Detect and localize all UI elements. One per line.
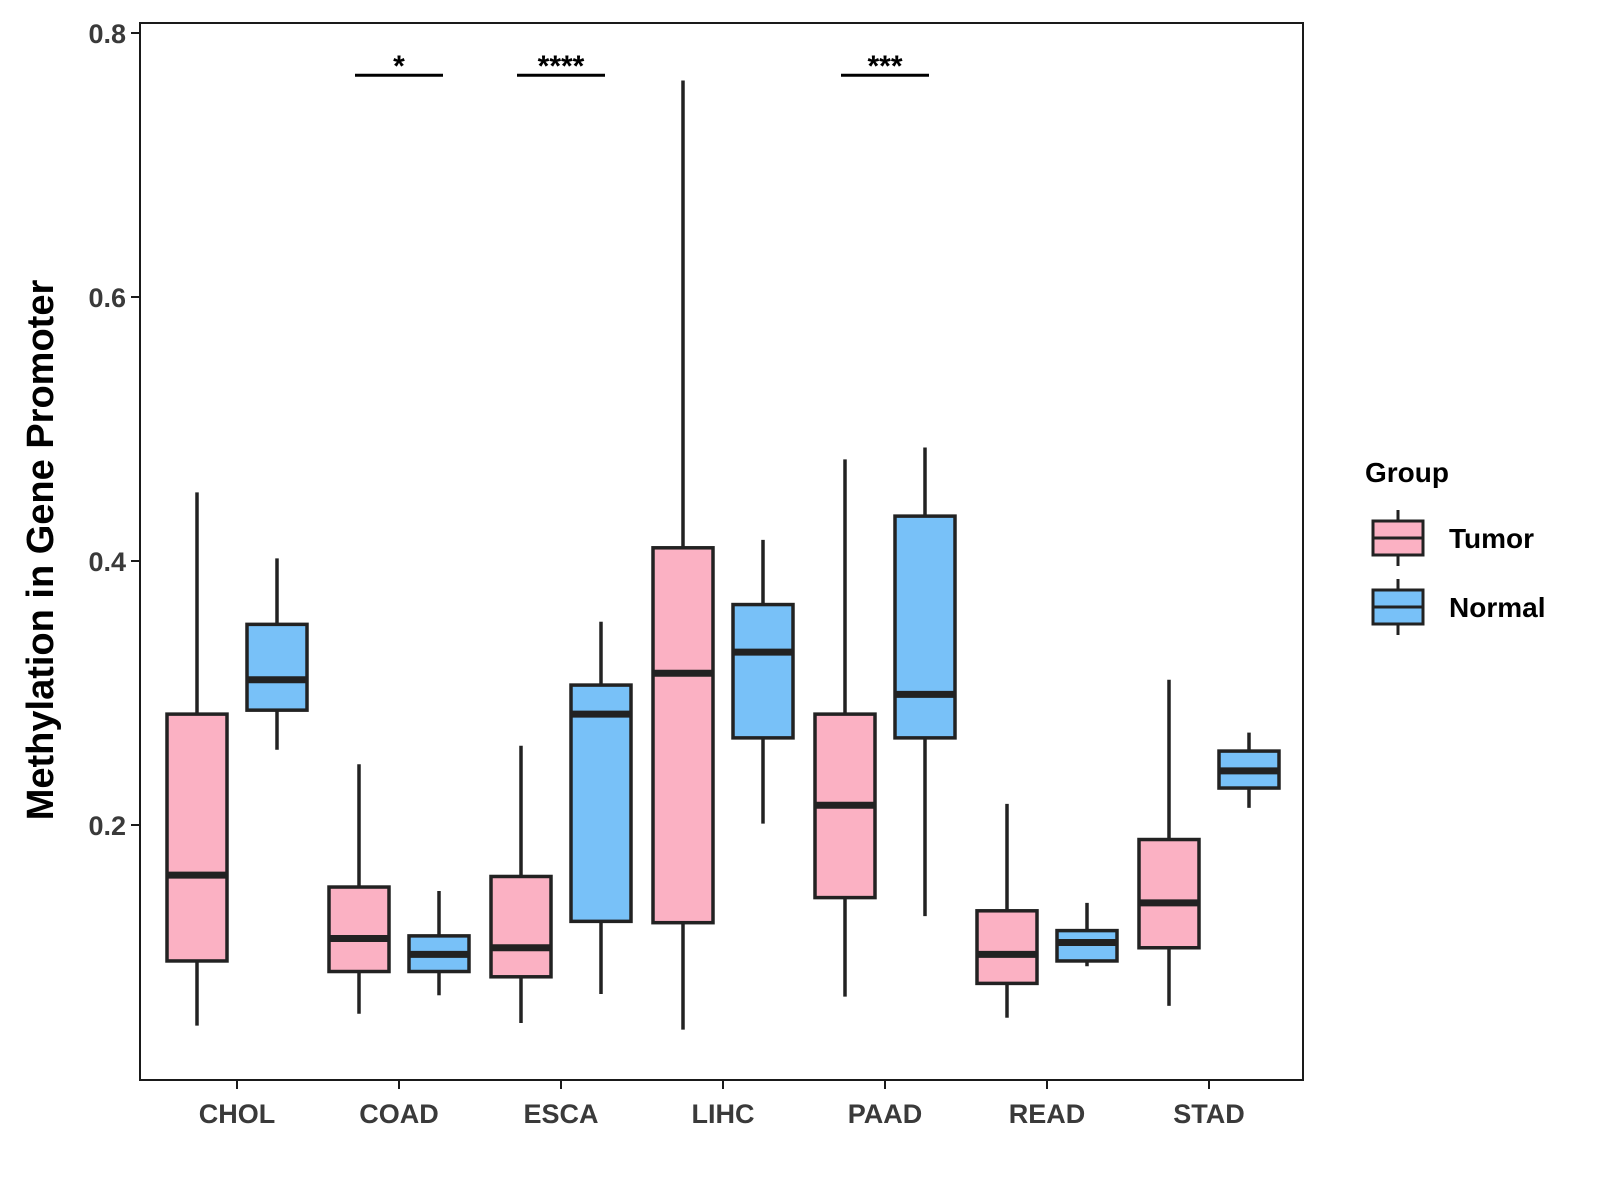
box-body: [165, 712, 229, 963]
y-tick-label: 0.6: [88, 283, 126, 313]
box-body: [651, 546, 715, 925]
box-tumor-chol: [165, 492, 229, 1026]
box-body: [975, 909, 1039, 986]
box-normal-lihc: [731, 539, 795, 824]
x-tick-label: LIHC: [692, 1099, 755, 1129]
box-tumor-coad: [327, 764, 391, 1014]
x-axis: CHOL COAD ESCA LIHC PAAD READ STAD: [199, 1080, 1245, 1129]
box-tumor-paad: [813, 459, 877, 997]
y-tick-label: 0.2: [88, 811, 126, 841]
legend-label: Tumor: [1449, 523, 1534, 554]
box-body: [893, 514, 957, 740]
box-body: [731, 602, 795, 740]
boxes-layer: [165, 80, 1281, 1030]
series-normal: [245, 447, 1281, 996]
box-body: [1137, 837, 1201, 950]
legend: Group Tumor Normal: [1365, 457, 1545, 635]
box-normal-read: [1055, 902, 1119, 967]
x-tick-label: PAAD: [848, 1099, 923, 1129]
y-axis: 0.2 0.4 0.6 0.8: [88, 19, 140, 841]
plot-panel-border: [139, 22, 1304, 1081]
significance-annotations: * **** ***: [355, 50, 929, 83]
legend-label: Normal: [1449, 592, 1545, 623]
box-body: [245, 622, 309, 712]
box-tumor-stad: [1137, 679, 1201, 1006]
x-tick-label: ESCA: [523, 1099, 598, 1129]
box-body: [489, 874, 553, 979]
legend-entry-normal: Normal: [1371, 579, 1545, 635]
series-tumor: [165, 80, 1201, 1030]
box-normal-coad: [407, 891, 471, 996]
x-tick-label: READ: [1009, 1099, 1086, 1129]
significance-coad: *: [355, 50, 443, 83]
x-tick-label: COAD: [359, 1099, 439, 1129]
axes: 0.2 0.4 0.6 0.8 CHOL COAD ESCA LIHC PAAD READ STAD: [88, 19, 1244, 1129]
y-tick-label: 0.8: [88, 19, 126, 49]
box-normal-chol: [245, 558, 309, 750]
box-normal-paad: [893, 447, 957, 917]
significance-esca: ****: [517, 50, 605, 83]
box-normal-esca: [569, 621, 633, 994]
x-tick-label: CHOL: [199, 1099, 276, 1129]
box-tumor-read: [975, 803, 1039, 1018]
significance-paad: ***: [841, 50, 929, 83]
box-normal-stad: [1217, 732, 1281, 808]
significance-label: ****: [538, 50, 585, 83]
legend-title: Group: [1365, 457, 1449, 488]
y-tick-label: 0.4: [88, 547, 126, 577]
box-tumor-lihc: [651, 80, 715, 1030]
legend-entry-tumor: Tumor: [1371, 510, 1534, 566]
box-tumor-esca: [489, 745, 553, 1023]
significance-label: *: [393, 50, 405, 83]
box-body: [569, 683, 633, 924]
significance-label: ***: [867, 50, 902, 83]
box-body: [327, 885, 391, 974]
y-axis-title: Methylation in Gene Promoter: [20, 280, 62, 821]
x-tick-label: STAD: [1173, 1099, 1245, 1129]
